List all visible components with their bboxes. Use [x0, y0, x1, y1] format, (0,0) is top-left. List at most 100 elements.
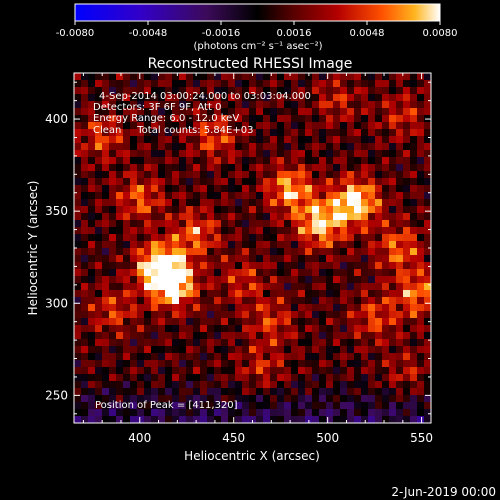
heatmap-cell [382, 290, 389, 297]
heatmap-cell [270, 227, 277, 234]
heatmap-cell [172, 290, 179, 297]
heatmap-cell [200, 374, 207, 381]
heatmap-cell [389, 227, 396, 234]
heatmap-cell [354, 395, 361, 402]
heatmap-cell [298, 143, 305, 150]
heatmap-cell [81, 199, 88, 206]
heatmap-cell [123, 269, 130, 276]
heatmap-cell [312, 115, 319, 122]
heatmap-cell [74, 283, 81, 290]
heatmap-cell [291, 192, 298, 199]
heatmap-cell [270, 416, 277, 423]
heatmap-cell [151, 416, 158, 423]
heatmap-cell [102, 332, 109, 339]
heatmap-cell [249, 157, 256, 164]
heatmap-cell [88, 318, 95, 325]
heatmap-cell [424, 276, 431, 283]
heatmap-cell [277, 360, 284, 367]
x-tick-label: 500 [316, 431, 339, 445]
heatmap-cell [382, 416, 389, 423]
heatmap-cell [242, 374, 249, 381]
heatmap-cell [284, 402, 291, 409]
heatmap-cell [361, 80, 368, 87]
heatmap-cell [228, 150, 235, 157]
heatmap-cell [298, 367, 305, 374]
heatmap-cell [326, 115, 333, 122]
heatmap-cell [333, 388, 340, 395]
heatmap-cell [144, 255, 151, 262]
heatmap-cell [102, 416, 109, 423]
heatmap-cell [172, 304, 179, 311]
heatmap-cell [137, 171, 144, 178]
heatmap-cell [270, 220, 277, 227]
heatmap-cell [263, 346, 270, 353]
heatmap-cell [221, 416, 228, 423]
heatmap-cell [172, 388, 179, 395]
heatmap-cell [88, 234, 95, 241]
heatmap-cell [144, 122, 151, 129]
heatmap-cell [116, 129, 123, 136]
heatmap-cell [235, 101, 242, 108]
heatmap-cell [340, 129, 347, 136]
heatmap-cell [151, 381, 158, 388]
heatmap-cell [319, 164, 326, 171]
heatmap-cell [319, 409, 326, 416]
heatmap-cell [340, 199, 347, 206]
heatmap-cell [235, 255, 242, 262]
heatmap-cell [396, 374, 403, 381]
heatmap-cell [186, 108, 193, 115]
heatmap-cell [95, 178, 102, 185]
heatmap-cell [214, 87, 221, 94]
heatmap-cell [368, 150, 375, 157]
heatmap-cell [151, 353, 158, 360]
heatmap-cell [333, 262, 340, 269]
heatmap-cell [88, 332, 95, 339]
heatmap-cell [123, 395, 130, 402]
heatmap-cell [249, 122, 256, 129]
heatmap-cell [158, 325, 165, 332]
heatmap-cell [242, 185, 249, 192]
heatmap-cell [144, 248, 151, 255]
heatmap-cell [193, 388, 200, 395]
heatmap-cell [144, 332, 151, 339]
heatmap-cell [123, 73, 130, 80]
heatmap-cell [81, 388, 88, 395]
heatmap-cell [263, 87, 270, 94]
heatmap-cell [116, 157, 123, 164]
heatmap-cell [214, 129, 221, 136]
heatmap-cell [102, 395, 109, 402]
heatmap-cell [214, 276, 221, 283]
heatmap-cell [74, 129, 81, 136]
heatmap-cell [207, 129, 214, 136]
heatmap-cell [319, 248, 326, 255]
heatmap-cell [81, 325, 88, 332]
heatmap-cell [326, 94, 333, 101]
heatmap-cell [291, 388, 298, 395]
heatmap-cell [410, 388, 417, 395]
heatmap-cell [361, 171, 368, 178]
heatmap-cell [326, 73, 333, 80]
heatmap-cell [193, 115, 200, 122]
heatmap-cell [186, 227, 193, 234]
heatmap-cell [403, 388, 410, 395]
heatmap-cell [109, 332, 116, 339]
heatmap-cell [109, 87, 116, 94]
heatmap-cell [88, 416, 95, 423]
footer-timestamp: 2-Jun-2019 00:00 [391, 485, 496, 499]
heatmap-cell [347, 388, 354, 395]
heatmap-cell [151, 311, 158, 318]
heatmap-cell [270, 409, 277, 416]
heatmap-cell [368, 164, 375, 171]
heatmap-cell [137, 101, 144, 108]
heatmap-cell [95, 87, 102, 94]
heatmap-cell [221, 318, 228, 325]
heatmap-cell [249, 318, 256, 325]
heatmap-cell [214, 185, 221, 192]
heatmap-cell [214, 171, 221, 178]
heatmap-cell [277, 192, 284, 199]
heatmap-cell [200, 227, 207, 234]
heatmap-cell [137, 332, 144, 339]
heatmap-cell [312, 290, 319, 297]
heatmap-cell [312, 101, 319, 108]
heatmap-cell [130, 150, 137, 157]
